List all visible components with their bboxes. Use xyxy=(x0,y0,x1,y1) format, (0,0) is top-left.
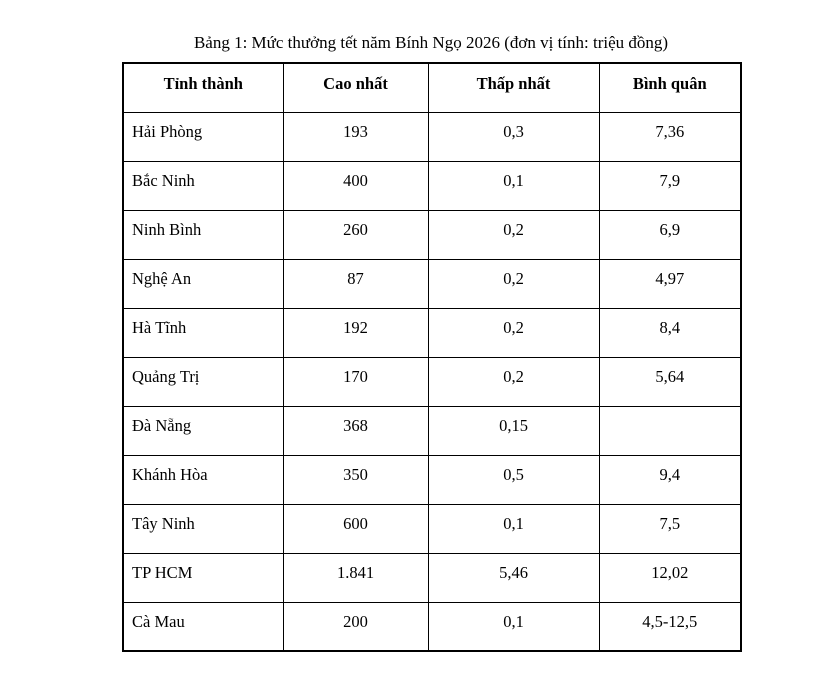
cell-value: 4,5-12,5 xyxy=(598,601,742,652)
cell-value: 5,46 xyxy=(427,552,600,603)
cell-province: Quảng Trị xyxy=(122,356,284,407)
table-row: Khánh Hòa 350 0,5 9,4 xyxy=(122,454,742,505)
cell-value xyxy=(598,405,742,456)
table-row: Bắc Ninh 400 0,1 7,9 xyxy=(122,160,742,211)
cell-value: 368 xyxy=(282,405,429,456)
cell-value: 5,64 xyxy=(598,356,742,407)
cell-province: Bắc Ninh xyxy=(122,160,284,211)
cell-province: Cà Mau xyxy=(122,601,284,652)
bonus-table: Tỉnh thành Cao nhất Thấp nhất Bình quân … xyxy=(122,62,742,652)
cell-value: 6,9 xyxy=(598,209,742,260)
cell-value: 200 xyxy=(282,601,429,652)
cell-value: 350 xyxy=(282,454,429,505)
cell-value: 0,3 xyxy=(427,111,600,162)
table-row: Quảng Trị 170 0,2 5,64 xyxy=(122,356,742,407)
cell-province: TP HCM xyxy=(122,552,284,603)
table-block: Bảng 1: Mức thưởng tết năm Bính Ngọ 2026… xyxy=(122,33,742,652)
cell-value: 192 xyxy=(282,307,429,358)
table-row: Nghệ An 87 0,2 4,97 xyxy=(122,258,742,309)
cell-value: 600 xyxy=(282,503,429,554)
cell-value: 4,97 xyxy=(598,258,742,309)
table-row: TP HCM 1.841 5,46 12,02 xyxy=(122,552,742,603)
cell-value: 12,02 xyxy=(598,552,742,603)
cell-province: Nghệ An xyxy=(122,258,284,309)
table-row: Đà Nẵng 368 0,15 xyxy=(122,405,742,456)
table-row: Ninh Bình 260 0,2 6,9 xyxy=(122,209,742,260)
cell-value: 0,15 xyxy=(427,405,600,456)
cell-value: 0,2 xyxy=(427,209,600,260)
cell-province: Tây Ninh xyxy=(122,503,284,554)
cell-province: Đà Nẵng xyxy=(122,405,284,456)
cell-value: 9,4 xyxy=(598,454,742,505)
header-cell-average: Bình quân xyxy=(598,62,742,113)
cell-value: 8,4 xyxy=(598,307,742,358)
cell-province: Khánh Hòa xyxy=(122,454,284,505)
header-cell-highest: Cao nhất xyxy=(282,62,429,113)
table-row: Tây Ninh 600 0,1 7,5 xyxy=(122,503,742,554)
cell-value: 170 xyxy=(282,356,429,407)
cell-value: 1.841 xyxy=(282,552,429,603)
cell-value: 0,1 xyxy=(427,503,600,554)
cell-value: 0,1 xyxy=(427,601,600,652)
cell-province: Hải Phòng xyxy=(122,111,284,162)
header-cell-lowest: Thấp nhất xyxy=(427,62,600,113)
cell-value: 260 xyxy=(282,209,429,260)
cell-value: 0,2 xyxy=(427,356,600,407)
cell-value: 400 xyxy=(282,160,429,211)
cell-value: 87 xyxy=(282,258,429,309)
cell-value: 193 xyxy=(282,111,429,162)
cell-value: 0,1 xyxy=(427,160,600,211)
table-header-row: Tỉnh thành Cao nhất Thấp nhất Bình quân xyxy=(122,62,742,113)
cell-value: 7,36 xyxy=(598,111,742,162)
table-row: Hà Tĩnh 192 0,2 8,4 xyxy=(122,307,742,358)
cell-value: 0,2 xyxy=(427,307,600,358)
cell-value: 7,5 xyxy=(598,503,742,554)
cell-province: Hà Tĩnh xyxy=(122,307,284,358)
table-row: Cà Mau 200 0,1 4,5-12,5 xyxy=(122,601,742,652)
cell-province: Ninh Bình xyxy=(122,209,284,260)
header-cell-province: Tỉnh thành xyxy=(122,62,284,113)
cell-value: 0,2 xyxy=(427,258,600,309)
table-row: Hải Phòng 193 0,3 7,36 xyxy=(122,111,742,162)
cell-value: 7,9 xyxy=(598,160,742,211)
cell-value: 0,5 xyxy=(427,454,600,505)
table-title: Bảng 1: Mức thưởng tết năm Bính Ngọ 2026… xyxy=(193,33,669,52)
